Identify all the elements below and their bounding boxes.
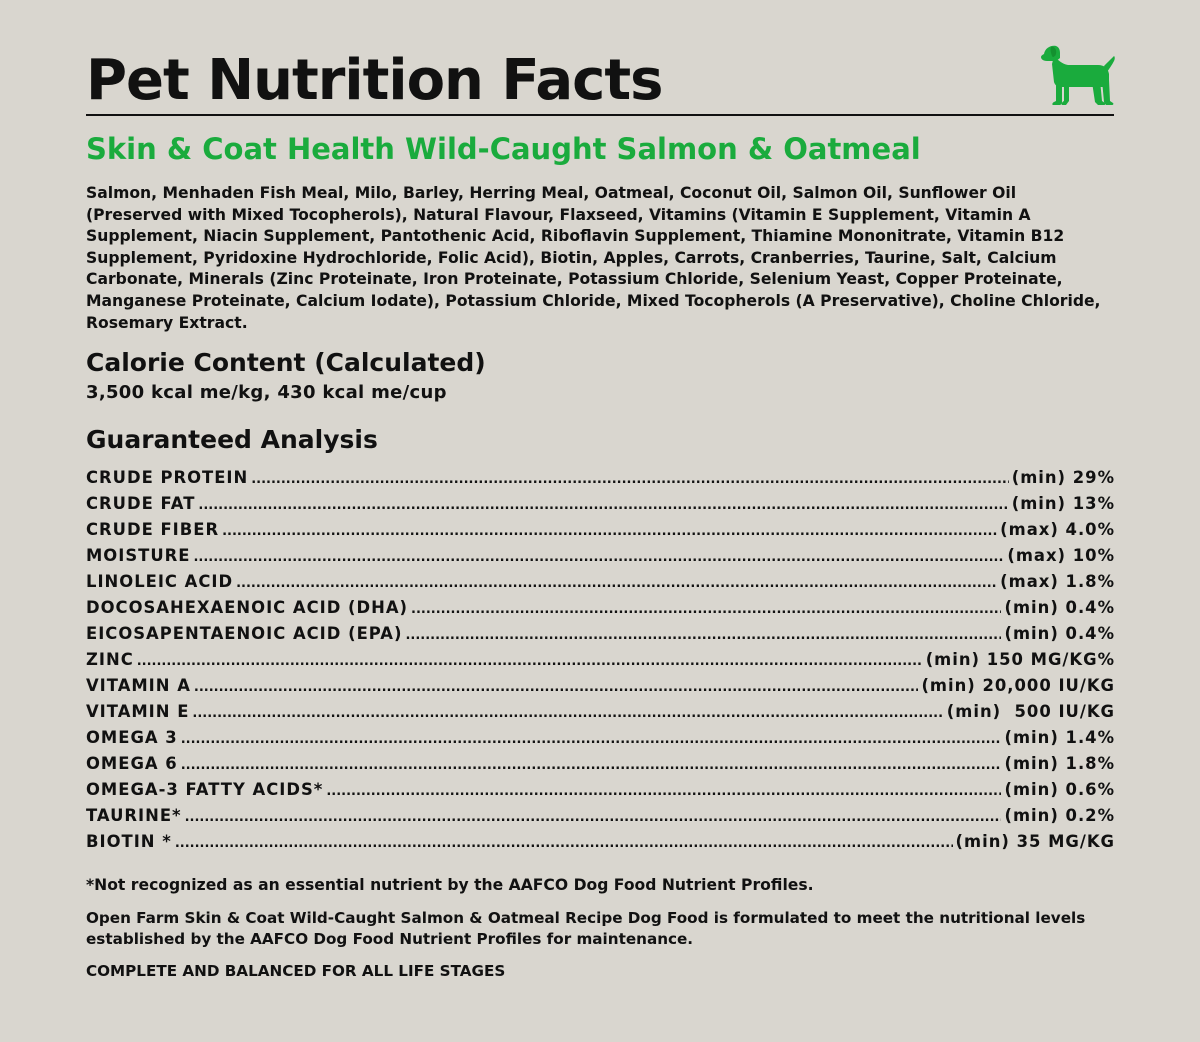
nutrient-amount: (min) 29%	[1011, 468, 1115, 487]
calorie-heading: Calorie Content (Calculated)	[86, 348, 486, 377]
analysis-row: MOISTURE (max) 10%	[86, 543, 1115, 569]
leader-dots	[193, 545, 1004, 571]
formulation-statement: Open Farm Skin & Coat Wild-Caught Salmon…	[86, 909, 1086, 948]
analysis-row: CRUDE PROTEIN (min) 29%	[86, 465, 1115, 491]
leader-dots	[181, 753, 1002, 779]
leader-dots	[326, 779, 1001, 805]
analysis-row: OMEGA-3 FATTY ACIDS* (min) 0.6%	[86, 777, 1115, 803]
leader-dots	[181, 727, 1002, 753]
nutrient-name: LINOLEIC ACID	[86, 572, 234, 591]
nutrient-amount: (min) 35 MG/KG	[955, 832, 1115, 851]
nutrient-name: DOCOSAHEXAENOIC ACID (DHA)	[86, 598, 409, 617]
leader-dots	[222, 519, 997, 545]
page-title: Pet Nutrition Facts	[86, 48, 663, 113]
dog-icon	[1041, 45, 1115, 105]
leader-dots	[137, 649, 923, 675]
analysis-row: OMEGA 3 (min) 1.4%	[86, 725, 1115, 751]
leader-dots	[251, 467, 1008, 493]
nutrient-amount: (min) 0.4%	[1004, 598, 1115, 617]
leader-dots	[192, 701, 943, 727]
analysis-row: DOCOSAHEXAENOIC ACID (DHA) (min) 0.4%	[86, 595, 1115, 621]
nutrient-amount: (min) 0.4%	[1004, 624, 1115, 643]
analysis-row: BIOTIN * (min) 35 MG/KG	[86, 829, 1115, 855]
nutrient-name: BIOTIN *	[86, 832, 172, 851]
nutrient-name: CRUDE FIBER	[86, 520, 220, 539]
analysis-heading: Guaranteed Analysis	[86, 425, 378, 454]
nutrient-name: CRUDE FAT	[86, 494, 196, 513]
nutrient-amount: (min) 150 MG/KG%	[925, 650, 1115, 669]
nutrient-name: VITAMIN E	[86, 702, 190, 721]
nutrient-amount: (min) 1.8%	[1004, 754, 1115, 773]
nutrient-name: MOISTURE	[86, 546, 191, 565]
analysis-row: EICOSAPENTAENOIC ACID (EPA) (min) 0.4%	[86, 621, 1115, 647]
nutrient-amount: (max) 4.0%	[1000, 520, 1115, 539]
analysis-row: CRUDE FAT (min) 13%	[86, 491, 1115, 517]
leader-dots	[236, 571, 997, 597]
ingredients-list: Salmon, Menhaden Fish Meal, Milo, Barley…	[86, 184, 1101, 332]
leader-dots	[411, 597, 1001, 623]
aafco-footnote: *Not recognized as an essential nutrient…	[86, 876, 814, 894]
nutrient-amount: (max) 10%	[1007, 546, 1115, 565]
balanced-claim: COMPLETE AND BALANCED FOR ALL LIFE STAGE…	[86, 962, 506, 980]
nutrient-amount: (min) 500 IU/KG	[946, 702, 1115, 721]
nutrient-amount: (min) 20,000 IU/KG	[921, 676, 1115, 695]
leader-dots	[194, 675, 919, 701]
analysis-row: VITAMIN A (min) 20,000 IU/KG	[86, 673, 1115, 699]
nutrient-name: VITAMIN A	[86, 676, 191, 695]
analysis-row: ZINC (min) 150 MG/KG%	[86, 647, 1115, 673]
nutrient-name: OMEGA 6	[86, 754, 178, 773]
analysis-row: VITAMIN E (min) 500 IU/KG	[86, 699, 1115, 725]
nutrient-name: ZINC	[86, 650, 134, 669]
product-name: Skin & Coat Health Wild-Caught Salmon & …	[86, 132, 921, 166]
nutrient-amount: (min) 13%	[1011, 494, 1115, 513]
nutrient-amount: (min) 1.4%	[1004, 728, 1115, 747]
nutrient-amount: (max) 1.8%	[1000, 572, 1115, 591]
leader-dots	[185, 805, 1002, 831]
nutrient-amount: (min) 0.2%	[1004, 806, 1115, 825]
analysis-row: TAURINE* (min) 0.2%	[86, 803, 1115, 829]
analysis-row: OMEGA 6 (min) 1.8%	[86, 751, 1115, 777]
title-divider	[86, 114, 1114, 116]
nutrient-name: TAURINE*	[86, 806, 182, 825]
nutrient-name: OMEGA-3 FATTY ACIDS*	[86, 780, 324, 799]
analysis-table: CRUDE PROTEIN (min) 29% CRUDE FAT (min) 13…	[86, 465, 1115, 855]
analysis-row: CRUDE FIBER (max) 4.0%	[86, 517, 1115, 543]
nutrient-name: OMEGA 3	[86, 728, 178, 747]
calorie-value: 3,500 kcal me/kg, 430 kcal me/cup	[86, 382, 447, 403]
analysis-row: LINOLEIC ACID (max) 1.8%	[86, 569, 1115, 595]
leader-dots	[405, 623, 1001, 649]
leader-dots	[175, 831, 953, 857]
nutrient-name: EICOSAPENTAENOIC ACID (EPA)	[86, 624, 403, 643]
nutrient-name: CRUDE PROTEIN	[86, 468, 249, 487]
nutrient-amount: (min) 0.6%	[1004, 780, 1115, 799]
leader-dots	[198, 493, 1008, 519]
